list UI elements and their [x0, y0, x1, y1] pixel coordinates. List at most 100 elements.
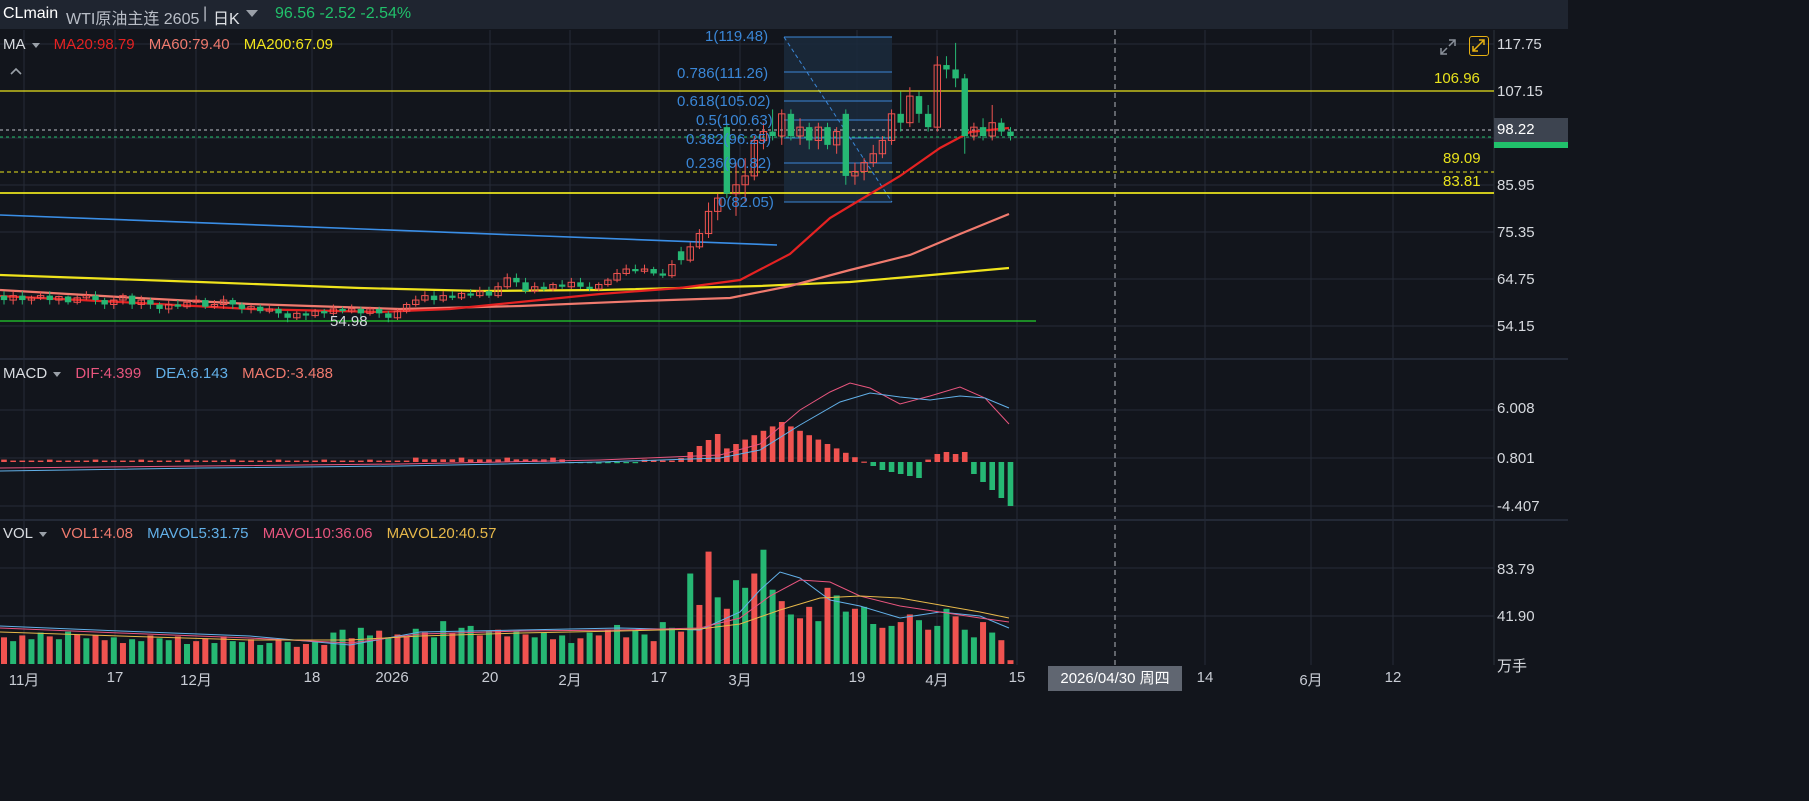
pane-divider[interactable] [0, 519, 1568, 521]
macd-histogram-bar [888, 462, 895, 472]
candle-body-up [814, 126, 823, 141]
candle-body-down [385, 313, 392, 318]
expand-icon[interactable] [1438, 37, 1458, 57]
volume-bar [312, 641, 319, 664]
period-dropdown-icon[interactable] [246, 10, 258, 17]
macd-histogram-bar [907, 462, 913, 476]
macd-histogram-bar [65, 460, 71, 462]
macd-histogram-bar [312, 460, 318, 462]
volume-bar [925, 629, 932, 664]
macd-histogram-bar [1, 459, 7, 462]
price-axis-label: 75.35 [1497, 224, 1535, 241]
volume-bar [760, 549, 767, 664]
candle-body-down [64, 296, 72, 303]
macd-histogram-bar [165, 460, 172, 462]
macd-histogram-bar [358, 460, 364, 462]
volume-bar [458, 627, 465, 664]
x-axis-label: 12 [1384, 669, 1402, 686]
macd-histogram-bar [422, 459, 428, 462]
candle-body-up [686, 246, 694, 261]
chart-canvas[interactable] [0, 0, 1568, 694]
fib-level-5: 0.5(100.63) [696, 112, 773, 129]
chevron-up-icon[interactable] [9, 64, 23, 78]
macd-axis-label: 0.801 [1497, 450, 1535, 467]
macd-histogram-bar [220, 460, 227, 462]
macd-histogram-bar [440, 459, 446, 462]
last-price-tag-bar [1494, 142, 1568, 148]
symbol-code[interactable]: CLmain [3, 5, 59, 22]
ma20-value: MA20:98.79 [53, 36, 135, 53]
pane-divider[interactable] [0, 358, 1568, 360]
macd-histogram-bar [998, 462, 1005, 498]
symbol-name[interactable]: WTI原油主连 2605 [66, 11, 200, 28]
volume-bar [550, 639, 556, 664]
candle-body-up [110, 299, 118, 305]
macd-label[interactable]: MACD [3, 365, 48, 382]
volume-bar [504, 636, 511, 664]
macd-dropdown-icon[interactable] [53, 371, 62, 377]
period-selector[interactable]: 日K [213, 11, 240, 28]
volume-bar [19, 635, 26, 664]
candle-body-up [704, 210, 713, 235]
volume-bar [641, 634, 648, 664]
vol-label[interactable]: VOL [3, 525, 34, 542]
volume-bar [238, 642, 245, 664]
hline-label-89: 89.09 [1443, 150, 1481, 167]
candle-body-down [101, 300, 108, 305]
candle-body-up [82, 295, 91, 299]
fullscreen-icon[interactable] [1469, 36, 1489, 56]
macd-histogram-bar [705, 440, 712, 462]
vol-dropdown-icon[interactable] [39, 531, 48, 537]
macd-dea-line [0, 392, 1010, 472]
candle-body-up [887, 113, 896, 141]
vol-axis-unit: 万手 [1497, 658, 1528, 675]
candle-body-up [247, 306, 255, 310]
candle-body-down [577, 282, 584, 287]
candle-body-up [27, 297, 36, 301]
price-axis-label: 107.15 [1497, 83, 1543, 100]
candle-body-up [265, 308, 274, 312]
ma-label[interactable]: MA [3, 36, 26, 53]
candle-body-up [732, 184, 740, 195]
macd-histogram-bar [367, 459, 373, 462]
price-axis-label: 54.15 [1497, 318, 1535, 335]
macd-histogram-bar [394, 460, 401, 462]
macd-histogram-bar [339, 460, 346, 462]
candle-body-up [402, 303, 411, 312]
volume-bar [193, 641, 200, 664]
fib-level-236: 0.236(90.82) [686, 155, 772, 172]
macd-histogram-bar [815, 439, 822, 462]
volume-bar [1007, 660, 1014, 664]
candle-body-up [73, 297, 81, 303]
quote-change: 96.56 -2.52 -2.54% [275, 5, 412, 22]
ma200-line [0, 266, 1010, 293]
macd-histogram-bar [925, 459, 931, 462]
candle-body-down [275, 308, 282, 314]
macd-dea-value: DEA:6.143 [155, 365, 228, 382]
candle-body-down [321, 311, 328, 314]
macd-histogram-bar [824, 444, 831, 462]
x-axis-label: 14 [1196, 669, 1214, 686]
volume-bar [403, 636, 410, 664]
macd-histogram-bar [843, 452, 849, 462]
macd-histogram-bar [74, 460, 80, 462]
macd-histogram-bar [348, 460, 355, 462]
candle-body-up [604, 279, 612, 286]
macd-histogram-bar [266, 460, 273, 462]
candle-body-up [348, 308, 356, 312]
volume-bar [769, 589, 776, 664]
candle-body-down [92, 295, 99, 301]
volume-bar [376, 630, 383, 664]
candle-body-down [558, 284, 566, 287]
x-axis-label: 17 [106, 669, 124, 686]
macd-histogram-bar [467, 459, 474, 462]
candle-body-up [988, 122, 996, 137]
candle-body-up [219, 299, 228, 305]
ma-dropdown-icon[interactable] [31, 42, 40, 48]
vol1-value: VOL1:4.08 [61, 525, 133, 542]
candle-body-up [778, 113, 786, 137]
volume-bar [943, 608, 950, 664]
macd-indicator-row: MACD DIF:4.399 DEA:6.143 MACD:-3.488 [3, 365, 343, 382]
macd-histogram-bar [897, 462, 904, 474]
macd-histogram-bar [778, 422, 785, 462]
